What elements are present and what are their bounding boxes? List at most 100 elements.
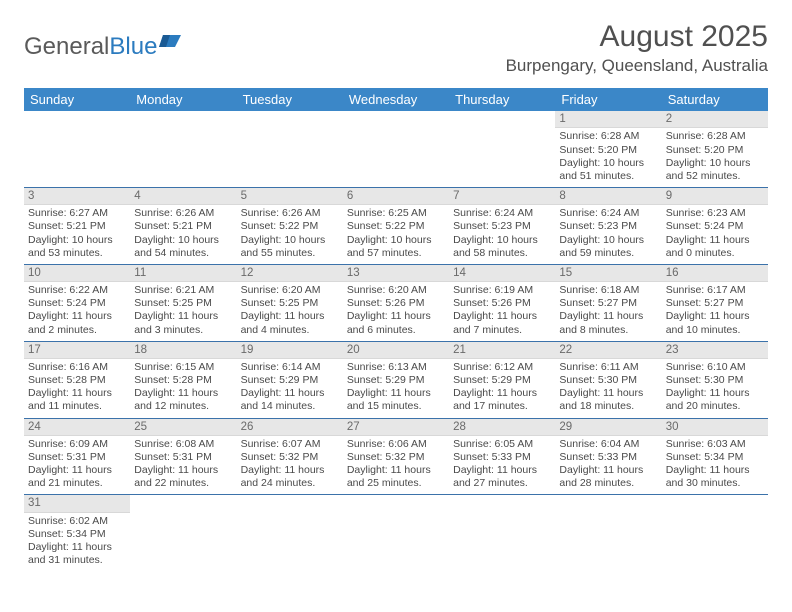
day-line: Sunrise: 6:07 AM bbox=[241, 438, 339, 451]
day-number: 27 bbox=[343, 419, 449, 436]
calendar-row: 24Sunrise: 6:09 AMSunset: 5:31 PMDayligh… bbox=[24, 418, 768, 495]
day-line: Sunrise: 6:22 AM bbox=[28, 284, 126, 297]
day-line: and 27 minutes. bbox=[453, 477, 551, 490]
calendar-cell: 26Sunrise: 6:07 AMSunset: 5:32 PMDayligh… bbox=[237, 418, 343, 495]
day-line: Sunset: 5:25 PM bbox=[134, 297, 232, 310]
day-line: Sunset: 5:28 PM bbox=[28, 374, 126, 387]
calendar-cell: 18Sunrise: 6:15 AMSunset: 5:28 PMDayligh… bbox=[130, 341, 236, 418]
day-line: Sunset: 5:27 PM bbox=[559, 297, 657, 310]
calendar-cell: 31Sunrise: 6:02 AMSunset: 5:34 PMDayligh… bbox=[24, 495, 130, 571]
day-number: 5 bbox=[237, 188, 343, 205]
calendar-table: SundayMondayTuesdayWednesdayThursdayFrid… bbox=[24, 88, 768, 571]
day-line: Daylight: 11 hours bbox=[28, 464, 126, 477]
day-number: 26 bbox=[237, 419, 343, 436]
flag-icon bbox=[159, 28, 181, 56]
day-content: Sunrise: 6:03 AMSunset: 5:34 PMDaylight:… bbox=[662, 436, 768, 495]
day-line: Sunset: 5:20 PM bbox=[559, 144, 657, 157]
day-content: Sunrise: 6:28 AMSunset: 5:20 PMDaylight:… bbox=[555, 128, 661, 187]
day-content: Sunrise: 6:20 AMSunset: 5:25 PMDaylight:… bbox=[237, 282, 343, 341]
calendar-cell: 21Sunrise: 6:12 AMSunset: 5:29 PMDayligh… bbox=[449, 341, 555, 418]
day-number: 6 bbox=[343, 188, 449, 205]
day-content: Sunrise: 6:24 AMSunset: 5:23 PMDaylight:… bbox=[449, 205, 555, 264]
day-line: Sunrise: 6:03 AM bbox=[666, 438, 764, 451]
calendar-row: 10Sunrise: 6:22 AMSunset: 5:24 PMDayligh… bbox=[24, 264, 768, 341]
day-number: 1 bbox=[555, 111, 661, 128]
day-line: and 20 minutes. bbox=[666, 400, 764, 413]
day-line: and 57 minutes. bbox=[347, 247, 445, 260]
day-line: Daylight: 11 hours bbox=[241, 387, 339, 400]
day-line: and 0 minutes. bbox=[666, 247, 764, 260]
logo: GeneralBlue bbox=[24, 28, 181, 66]
day-line: and 12 minutes. bbox=[134, 400, 232, 413]
day-line: Sunrise: 6:24 AM bbox=[559, 207, 657, 220]
day-number: 31 bbox=[24, 495, 130, 512]
day-line: Sunset: 5:21 PM bbox=[134, 220, 232, 233]
day-line: Daylight: 10 hours bbox=[347, 234, 445, 247]
day-number: 24 bbox=[24, 419, 130, 436]
day-line: and 2 minutes. bbox=[28, 324, 126, 337]
calendar-cell: 19Sunrise: 6:14 AMSunset: 5:29 PMDayligh… bbox=[237, 341, 343, 418]
day-line: Sunset: 5:34 PM bbox=[28, 528, 126, 541]
day-content: Sunrise: 6:23 AMSunset: 5:24 PMDaylight:… bbox=[662, 205, 768, 264]
day-line: Daylight: 11 hours bbox=[666, 234, 764, 247]
day-line: Daylight: 10 hours bbox=[134, 234, 232, 247]
day-line: and 6 minutes. bbox=[347, 324, 445, 337]
day-line: Sunrise: 6:27 AM bbox=[28, 207, 126, 220]
calendar-cell: 28Sunrise: 6:05 AMSunset: 5:33 PMDayligh… bbox=[449, 418, 555, 495]
calendar-cell: 24Sunrise: 6:09 AMSunset: 5:31 PMDayligh… bbox=[24, 418, 130, 495]
day-content: Sunrise: 6:26 AMSunset: 5:22 PMDaylight:… bbox=[237, 205, 343, 264]
day-line: and 28 minutes. bbox=[559, 477, 657, 490]
day-line: Sunset: 5:26 PM bbox=[347, 297, 445, 310]
day-line: Sunrise: 6:08 AM bbox=[134, 438, 232, 451]
day-line: Sunset: 5:34 PM bbox=[666, 451, 764, 464]
calendar-cell: 20Sunrise: 6:13 AMSunset: 5:29 PMDayligh… bbox=[343, 341, 449, 418]
day-line: Sunrise: 6:13 AM bbox=[347, 361, 445, 374]
day-line: and 17 minutes. bbox=[453, 400, 551, 413]
calendar-cell: 4Sunrise: 6:26 AMSunset: 5:21 PMDaylight… bbox=[130, 187, 236, 264]
day-number: 16 bbox=[662, 265, 768, 282]
day-header: Thursday bbox=[449, 88, 555, 111]
calendar-cell: 30Sunrise: 6:03 AMSunset: 5:34 PMDayligh… bbox=[662, 418, 768, 495]
month-title: August 2025 bbox=[506, 20, 768, 54]
day-number: 2 bbox=[662, 111, 768, 128]
day-line: Sunset: 5:27 PM bbox=[666, 297, 764, 310]
calendar-row: 3Sunrise: 6:27 AMSunset: 5:21 PMDaylight… bbox=[24, 187, 768, 264]
day-number: 12 bbox=[237, 265, 343, 282]
day-line: Sunset: 5:32 PM bbox=[347, 451, 445, 464]
day-number: 8 bbox=[555, 188, 661, 205]
day-line: Sunrise: 6:05 AM bbox=[453, 438, 551, 451]
calendar-cell: 22Sunrise: 6:11 AMSunset: 5:30 PMDayligh… bbox=[555, 341, 661, 418]
calendar-body: 1Sunrise: 6:28 AMSunset: 5:20 PMDaylight… bbox=[24, 111, 768, 571]
day-line: Daylight: 11 hours bbox=[453, 464, 551, 477]
day-line: Sunrise: 6:09 AM bbox=[28, 438, 126, 451]
calendar-cell: 5Sunrise: 6:26 AMSunset: 5:22 PMDaylight… bbox=[237, 187, 343, 264]
calendar-cell: 14Sunrise: 6:19 AMSunset: 5:26 PMDayligh… bbox=[449, 264, 555, 341]
calendar-cell bbox=[343, 111, 449, 187]
day-number: 15 bbox=[555, 265, 661, 282]
day-line: Daylight: 11 hours bbox=[347, 387, 445, 400]
day-line: Sunrise: 6:21 AM bbox=[134, 284, 232, 297]
location: Burpengary, Queensland, Australia bbox=[506, 56, 768, 76]
day-content: Sunrise: 6:27 AMSunset: 5:21 PMDaylight:… bbox=[24, 205, 130, 264]
calendar-cell bbox=[449, 111, 555, 187]
calendar-cell: 17Sunrise: 6:16 AMSunset: 5:28 PMDayligh… bbox=[24, 341, 130, 418]
day-line: Sunset: 5:25 PM bbox=[241, 297, 339, 310]
calendar-cell: 15Sunrise: 6:18 AMSunset: 5:27 PMDayligh… bbox=[555, 264, 661, 341]
day-line: and 3 minutes. bbox=[134, 324, 232, 337]
day-content: Sunrise: 6:05 AMSunset: 5:33 PMDaylight:… bbox=[449, 436, 555, 495]
day-content: Sunrise: 6:24 AMSunset: 5:23 PMDaylight:… bbox=[555, 205, 661, 264]
calendar-cell: 11Sunrise: 6:21 AMSunset: 5:25 PMDayligh… bbox=[130, 264, 236, 341]
calendar-cell bbox=[237, 495, 343, 571]
day-line: Daylight: 11 hours bbox=[666, 387, 764, 400]
day-line: Daylight: 11 hours bbox=[134, 464, 232, 477]
day-line: and 51 minutes. bbox=[559, 170, 657, 183]
day-line: Sunrise: 6:20 AM bbox=[347, 284, 445, 297]
day-line: and 31 minutes. bbox=[28, 554, 126, 567]
day-number: 7 bbox=[449, 188, 555, 205]
calendar-cell bbox=[449, 495, 555, 571]
day-header: Tuesday bbox=[237, 88, 343, 111]
calendar-cell: 7Sunrise: 6:24 AMSunset: 5:23 PMDaylight… bbox=[449, 187, 555, 264]
day-line: Sunset: 5:23 PM bbox=[453, 220, 551, 233]
day-line: Sunrise: 6:17 AM bbox=[666, 284, 764, 297]
day-content: Sunrise: 6:20 AMSunset: 5:26 PMDaylight:… bbox=[343, 282, 449, 341]
